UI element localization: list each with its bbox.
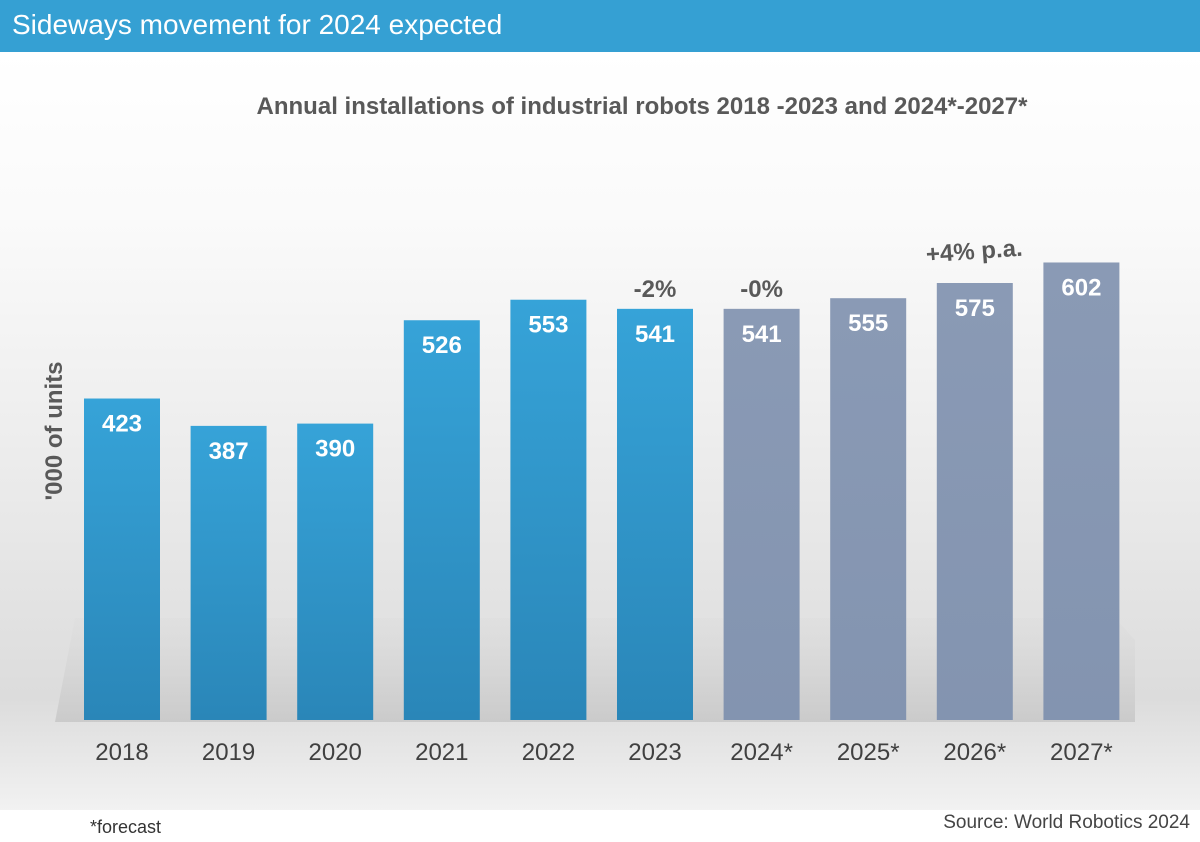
forecast-note: *forecast: [90, 817, 162, 837]
bar-2023: [617, 308, 693, 720]
bar-2020: [297, 423, 374, 720]
bar-value-label: 526: [422, 332, 462, 359]
x-tick-label: 2020: [309, 739, 362, 766]
bar-series: 423 2018 387 2019 390 2020 526 2021 553 2022 541 20…: [84, 235, 1120, 766]
source-note: Source: World Robotics 2024: [943, 812, 1190, 833]
x-tick-label: 2018: [95, 739, 148, 766]
bar-value-label: 387: [209, 438, 249, 465]
y-axis-label: '000 of units: [41, 361, 68, 500]
bar-chart: Annual installations of industrial robot…: [0, 52, 1200, 810]
bar-value-label: 555: [848, 310, 888, 337]
bar-value-label: 423: [102, 411, 142, 438]
growth-annotation: +4% p.a.: [925, 235, 1023, 269]
x-tick-label: 2019: [202, 739, 255, 766]
x-tick-label: 2026*: [943, 739, 1006, 766]
chart-title: Annual installations of industrial robot…: [257, 93, 1029, 120]
growth-annotation: -0%: [740, 276, 783, 303]
x-tick-label: 2027*: [1050, 739, 1113, 766]
bar-value-label: 541: [635, 321, 675, 348]
bar-value-label: 602: [1061, 274, 1101, 301]
header-bar: Sideways movement for 2024 expected: [0, 0, 1200, 52]
bar-2022: [510, 299, 587, 720]
bar-2026: [936, 283, 1013, 720]
x-tick-label: 2024*: [730, 739, 793, 766]
x-tick-label: 2025*: [837, 739, 900, 766]
x-tick-label: 2021: [415, 739, 468, 766]
bar-value-label: 541: [742, 321, 782, 348]
growth-annotation: -2%: [634, 276, 677, 303]
bar-value-label: 575: [955, 295, 995, 322]
x-tick-label: 2023: [628, 739, 681, 766]
bar-2021: [403, 320, 480, 720]
page-title: Sideways movement for 2024 expected: [12, 9, 503, 40]
bar-2018: [84, 398, 160, 720]
x-tick-label: 2022: [522, 739, 575, 766]
bar-value-label: 390: [315, 436, 355, 463]
bar-value-label: 553: [528, 312, 568, 339]
bar-2025: [830, 298, 907, 720]
bar-2019: [190, 425, 267, 720]
bar-2027: [1043, 262, 1120, 720]
bar-2024: [723, 308, 800, 720]
